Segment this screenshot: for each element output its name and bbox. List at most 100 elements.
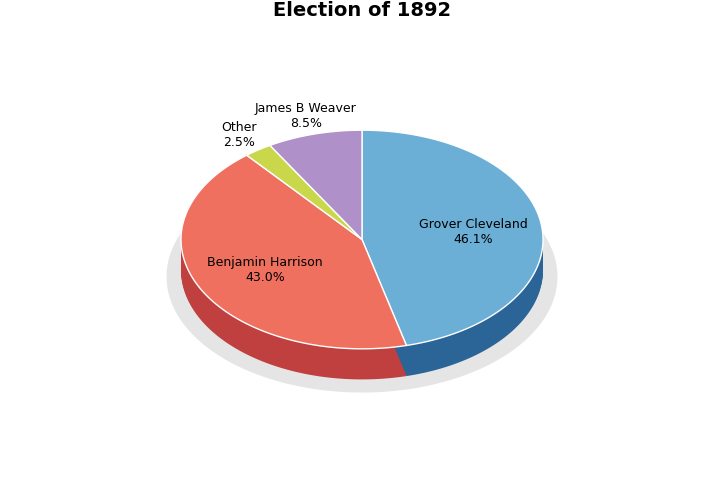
Polygon shape <box>270 160 362 270</box>
Polygon shape <box>362 150 543 365</box>
Polygon shape <box>270 135 362 244</box>
Polygon shape <box>362 138 543 353</box>
Polygon shape <box>362 148 543 363</box>
Polygon shape <box>247 166 362 259</box>
Polygon shape <box>181 172 406 365</box>
Polygon shape <box>270 145 362 254</box>
Polygon shape <box>181 165 406 358</box>
Polygon shape <box>247 146 362 240</box>
Polygon shape <box>247 177 362 271</box>
Polygon shape <box>270 150 362 259</box>
Polygon shape <box>181 182 406 375</box>
Polygon shape <box>181 180 406 372</box>
Polygon shape <box>270 137 362 246</box>
Polygon shape <box>362 147 543 362</box>
Polygon shape <box>270 149 362 258</box>
Text: Benjamin Harrison
43.0%: Benjamin Harrison 43.0% <box>207 256 323 284</box>
Polygon shape <box>270 131 362 240</box>
Polygon shape <box>270 134 362 243</box>
Polygon shape <box>181 162 406 355</box>
Polygon shape <box>247 156 362 250</box>
Polygon shape <box>247 174 362 267</box>
Polygon shape <box>270 144 362 253</box>
Polygon shape <box>181 161 406 354</box>
Polygon shape <box>362 156 543 371</box>
Polygon shape <box>181 170 406 363</box>
Polygon shape <box>362 135 543 350</box>
Polygon shape <box>362 141 543 356</box>
Polygon shape <box>181 184 406 378</box>
Polygon shape <box>181 158 406 351</box>
Polygon shape <box>270 157 362 266</box>
Polygon shape <box>247 158 362 252</box>
Polygon shape <box>181 166 406 359</box>
Polygon shape <box>181 174 406 367</box>
Polygon shape <box>362 139 543 354</box>
Polygon shape <box>270 132 362 241</box>
Polygon shape <box>181 181 406 374</box>
Polygon shape <box>247 157 362 251</box>
Polygon shape <box>362 153 543 368</box>
Polygon shape <box>247 162 362 256</box>
Polygon shape <box>270 142 362 251</box>
Polygon shape <box>270 141 362 250</box>
Polygon shape <box>247 149 362 243</box>
Polygon shape <box>270 151 362 260</box>
Polygon shape <box>247 152 362 246</box>
Polygon shape <box>181 180 406 373</box>
Polygon shape <box>270 139 362 248</box>
Polygon shape <box>247 167 362 260</box>
Polygon shape <box>247 168 362 262</box>
Polygon shape <box>181 171 406 364</box>
Text: James B Weaver
8.5%: James B Weaver 8.5% <box>255 102 357 130</box>
Text: Other
2.5%: Other 2.5% <box>222 120 257 149</box>
Polygon shape <box>270 148 362 257</box>
Polygon shape <box>181 178 406 372</box>
Polygon shape <box>247 176 362 270</box>
Polygon shape <box>247 169 362 264</box>
Polygon shape <box>247 172 362 266</box>
Polygon shape <box>247 153 362 247</box>
Polygon shape <box>362 134 543 349</box>
Polygon shape <box>270 158 362 267</box>
Polygon shape <box>270 156 362 265</box>
Polygon shape <box>247 175 362 268</box>
Polygon shape <box>247 155 362 249</box>
Polygon shape <box>362 158 543 373</box>
Polygon shape <box>247 163 362 257</box>
Polygon shape <box>362 136 543 351</box>
Polygon shape <box>362 144 543 359</box>
Polygon shape <box>247 161 362 255</box>
Polygon shape <box>362 149 543 364</box>
Polygon shape <box>362 137 543 352</box>
Polygon shape <box>362 142 543 357</box>
Polygon shape <box>270 143 362 252</box>
Text: Grover Cleveland
46.1%: Grover Cleveland 46.1% <box>419 217 528 246</box>
Polygon shape <box>362 133 543 348</box>
Polygon shape <box>247 148 362 242</box>
Polygon shape <box>247 170 362 264</box>
Polygon shape <box>270 153 362 263</box>
Polygon shape <box>362 143 543 358</box>
Polygon shape <box>362 157 543 372</box>
Polygon shape <box>181 173 406 366</box>
Polygon shape <box>362 140 543 355</box>
Polygon shape <box>270 155 362 264</box>
Polygon shape <box>181 163 406 356</box>
Polygon shape <box>362 156 543 370</box>
Text: Election of 1892: Election of 1892 <box>273 0 451 20</box>
Polygon shape <box>247 154 362 248</box>
Polygon shape <box>247 160 362 254</box>
Polygon shape <box>247 159 362 253</box>
Polygon shape <box>362 131 543 346</box>
Polygon shape <box>247 168 362 263</box>
Polygon shape <box>270 140 362 249</box>
Polygon shape <box>181 164 406 357</box>
Polygon shape <box>270 146 362 255</box>
Polygon shape <box>181 160 406 353</box>
Polygon shape <box>181 176 406 370</box>
Polygon shape <box>181 168 406 361</box>
Polygon shape <box>181 175 406 369</box>
Polygon shape <box>362 151 543 366</box>
Polygon shape <box>270 138 362 247</box>
